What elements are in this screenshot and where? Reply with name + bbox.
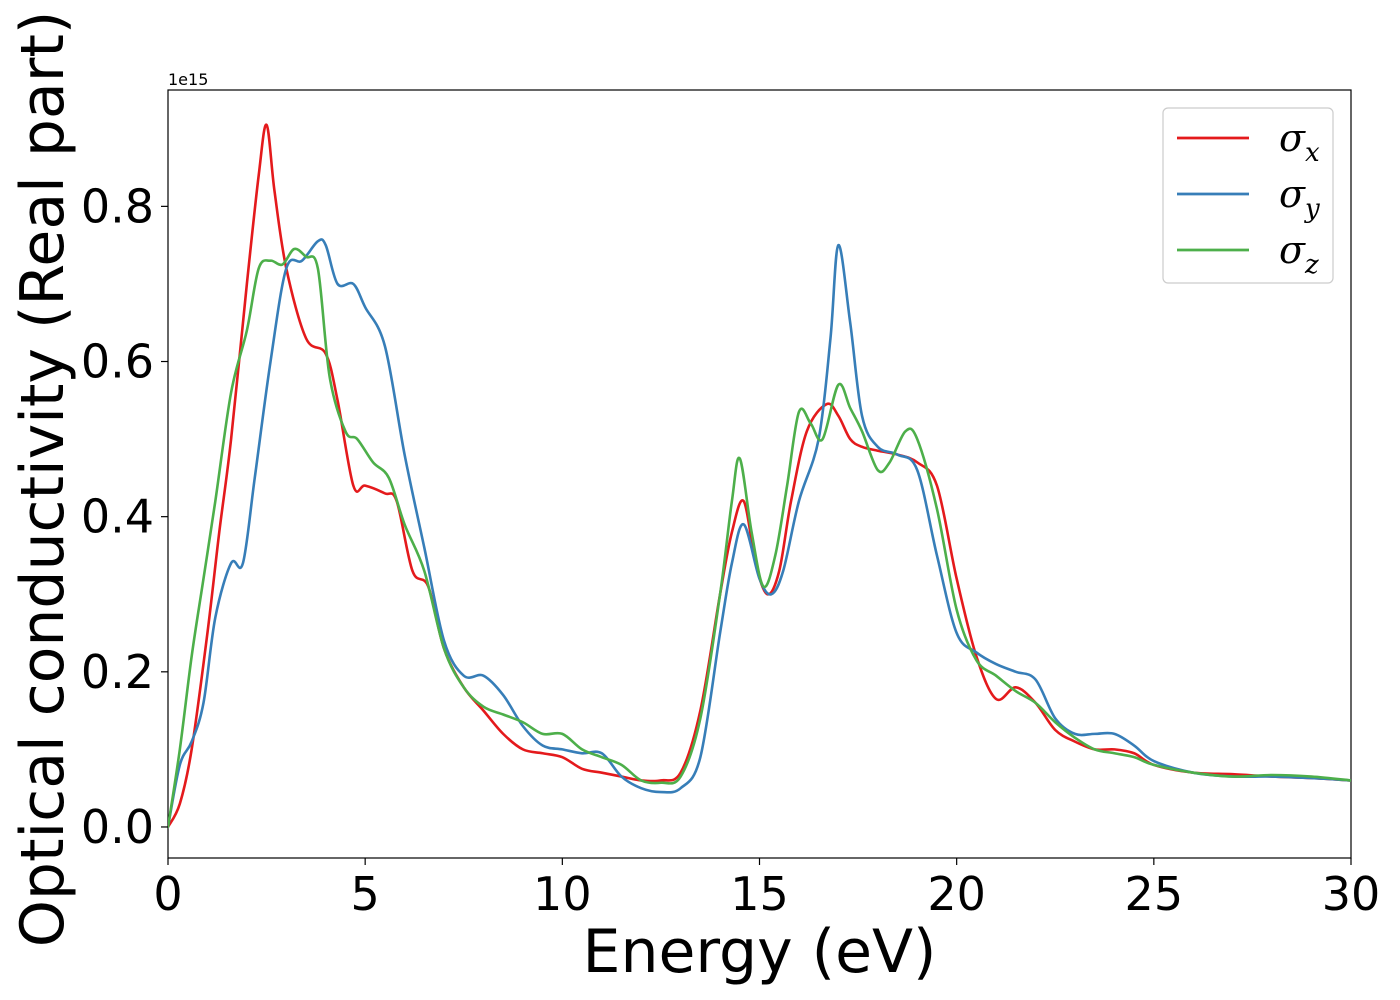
x-tick-label: 20 <box>927 867 986 921</box>
y-axis: 0.0 0.2 0.4 0.6 0.8 <box>81 179 168 854</box>
y-tick-label: 0.0 <box>81 800 154 854</box>
legend-label-y: σy <box>1279 172 1320 224</box>
series-line-x <box>168 123 1351 829</box>
series-line-z <box>168 247 1351 829</box>
legend-item-z: σz <box>1177 228 1319 280</box>
legend-label-z: σz <box>1279 228 1319 280</box>
x-tick-label: 15 <box>730 867 789 921</box>
y-offset-label: 1e15 <box>168 70 208 89</box>
y-tick-label: 0.8 <box>81 179 154 233</box>
series-layer <box>168 123 1351 829</box>
x-tick-label: 25 <box>1125 867 1184 921</box>
x-tick-label: 10 <box>533 867 592 921</box>
x-axis-label: Energy (eV) <box>583 917 937 987</box>
series-line-y <box>168 238 1351 829</box>
legend-item-y: σy <box>1177 172 1320 224</box>
y-tick-label: 0.2 <box>81 645 154 699</box>
x-tick-label: 30 <box>1322 867 1381 921</box>
legend-item-x: σx <box>1177 116 1320 168</box>
y-axis-label: Optical conductivity (Real part) <box>8 11 78 948</box>
y-tick-label: 0.4 <box>81 490 154 544</box>
y-tick-label: 0.6 <box>81 335 154 389</box>
x-tick-label: 5 <box>351 867 380 921</box>
legend-label-x: σx <box>1279 116 1320 168</box>
x-axis: 0 5 10 15 20 25 30 <box>153 858 1380 921</box>
legend-box <box>1162 107 1334 284</box>
x-tick-label: 0 <box>153 867 182 921</box>
